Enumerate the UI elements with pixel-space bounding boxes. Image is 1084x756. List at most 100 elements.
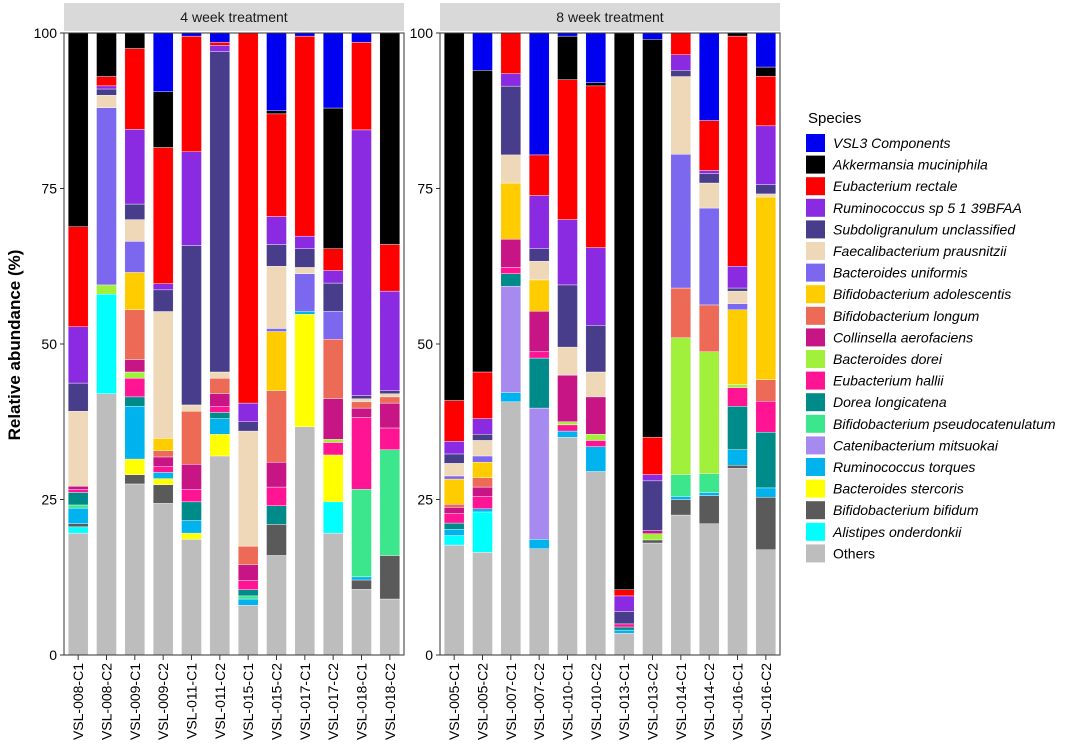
- segment-faecalibacterium-prausnitzii: [472, 440, 493, 457]
- bar-vsl-014-c2: [698, 32, 720, 656]
- segment-dorea-longicatena: [237, 589, 259, 597]
- legend-swatch: [806, 544, 825, 563]
- segment-akkermansia-muciniphila: [755, 66, 777, 77]
- segment-others: [322, 532, 344, 656]
- segment-collinsella-aerofaciens: [67, 486, 89, 490]
- segment-others: [642, 542, 663, 656]
- segment-faecalibacterium-prausnitzii: [181, 404, 202, 412]
- segment-ruminococcus-torques: [237, 598, 259, 606]
- segment-ruminococcus-sp-5-1-39bfaa: [67, 326, 89, 384]
- segment-vsl3-components: [152, 32, 174, 92]
- segment-bifidobacterium-adolescentis: [443, 478, 465, 505]
- segment-subdoligranulum-unclassified: [67, 382, 89, 412]
- segment-eubacterium-rectale: [266, 113, 287, 217]
- segment-bifidobacterium-longum: [266, 390, 287, 463]
- segment-bacteroides-stercoris: [294, 314, 316, 428]
- segment-bifidobacterium-pseudocatenulatum: [698, 473, 720, 493]
- segment-faecalibacterium-prausnitzii: [67, 411, 89, 487]
- segment-bacteroides-stercoris: [124, 458, 146, 475]
- y-tick-label: 50: [41, 336, 57, 352]
- legend-swatch: [806, 414, 825, 433]
- y-tick-label: 100: [34, 25, 58, 41]
- segment-subdoligranulum-unclassified: [351, 395, 372, 399]
- segment-vsl3-components: [642, 32, 663, 40]
- segment-eubacterium-rectale: [670, 32, 692, 55]
- segment-eubacterium-hallii: [443, 513, 465, 524]
- segment-bifidobacterium-longum: [443, 504, 465, 508]
- segment-bifidobacterium-bifidum: [670, 499, 692, 516]
- legend-label: VSL3 Components: [833, 135, 951, 151]
- segment-collinsella-aerofaciens: [181, 464, 202, 490]
- segment-others: [237, 605, 259, 656]
- segment-alistipes-onderdonkii: [443, 535, 465, 546]
- segment-bifidobacterium-longum: [379, 396, 401, 404]
- segment-subdoligranulum-unclassified: [181, 245, 202, 406]
- panel-title: 8 week treatment: [556, 9, 663, 25]
- segment-bifidobacterium-adolescentis: [755, 196, 777, 380]
- x-tick-label: VSL-014-C1: [673, 663, 689, 740]
- segment-others: [96, 393, 117, 656]
- segment-ruminococcus-torques: [67, 507, 89, 524]
- segment-akkermansia-muciniphila: [443, 32, 465, 401]
- segment-bacteroides-uniformis: [96, 107, 117, 286]
- segment-bacteroides-stercoris: [209, 433, 231, 457]
- segment-bacteroides-dorei: [727, 384, 748, 388]
- segment-bifidobacterium-adolescentis: [472, 461, 493, 478]
- legend-swatch: [806, 522, 825, 541]
- segment-bacteroides-stercoris: [152, 478, 174, 486]
- segment-vsl3-components: [322, 32, 344, 109]
- segment-bacteroides-dorei: [642, 533, 663, 541]
- x-tick-label: VSL-009-C2: [155, 663, 171, 740]
- segment-collinsella-aerofaciens: [322, 398, 344, 440]
- legend-label: Alistipes onderdonkii: [832, 524, 962, 540]
- x-tick-label: VSL-016-C2: [758, 663, 774, 740]
- segment-bacteroides-uniformis: [727, 303, 748, 310]
- segment-eubacterium-hallii: [557, 424, 578, 432]
- segment-vsl3-components: [351, 32, 372, 43]
- y-tick-label: 100: [410, 25, 434, 41]
- segment-bifidobacterium-longum: [124, 309, 146, 360]
- segment-ruminococcus-torques: [698, 492, 720, 496]
- segment-bifidobacterium-pseudocatenulatum: [351, 489, 372, 578]
- segment-ruminococcus-sp-5-1-39bfaa: [266, 216, 287, 245]
- segment-eubacterium-hallii: [152, 466, 174, 473]
- segment-subdoligranulum-unclassified: [124, 203, 146, 220]
- segment-akkermansia-muciniphila: [67, 32, 89, 227]
- segment-bifidobacterium-longum: [670, 287, 692, 338]
- segment-faecalibacterium-prausnitzii: [237, 430, 259, 547]
- segment-bacteroides-dorei: [96, 284, 117, 295]
- segment-others: [613, 633, 635, 656]
- segment-ruminococcus-torques: [528, 539, 550, 549]
- segment-eubacterium-hallii: [351, 417, 372, 490]
- x-tick-label: VSL-011-C1: [184, 663, 200, 739]
- panel-1: 4 week treatment 0 25 50 75 100 VSL-008-C1 VSL-…: [34, 3, 405, 740]
- segment-subdoligranulum-unclassified: [379, 390, 401, 394]
- segment-eubacterium-hallii: [379, 427, 401, 450]
- x-tick-label: VSL-017-C2: [325, 663, 341, 740]
- bar-vsl-008-c1: [67, 32, 89, 656]
- segment-others: [67, 532, 89, 656]
- legend-label: Others: [833, 545, 875, 561]
- bar-vsl-009-c1: [124, 32, 146, 656]
- x-tick-label: VSL-005-C2: [475, 663, 491, 740]
- segment-ruminococcus-sp-5-1-39bfaa: [152, 283, 174, 291]
- segment-others: [209, 455, 231, 656]
- segment-ruminococcus-sp-5-1-39bfaa: [613, 595, 635, 612]
- legend-item-dorea-longicatena: Dorea longicatena: [806, 393, 947, 412]
- legend-label: Bifidobacterium adolescentis: [833, 286, 1011, 302]
- panel-frame: [439, 32, 781, 656]
- segment-dorea-longicatena: [181, 501, 202, 521]
- segment-eubacterium-rectale: [181, 35, 202, 152]
- segment-collinsella-aerofaciens: [266, 461, 287, 488]
- legend-swatch: [806, 177, 825, 196]
- segment-ruminococcus-sp-5-1-39bfaa: [124, 129, 146, 205]
- segment-eubacterium-rectale: [755, 76, 777, 127]
- segment-others: [294, 426, 316, 656]
- segment-bifidobacterium-adolescentis: [152, 438, 174, 451]
- x-tick-label: VSL-018-C2: [382, 663, 398, 740]
- segment-collinsella-aerofaciens: [124, 359, 146, 373]
- segment-bifidobacterium-bifidum: [755, 496, 777, 550]
- segment-akkermansia-muciniphila: [124, 32, 146, 49]
- legend-swatch: [806, 242, 825, 260]
- segment-others: [472, 552, 493, 656]
